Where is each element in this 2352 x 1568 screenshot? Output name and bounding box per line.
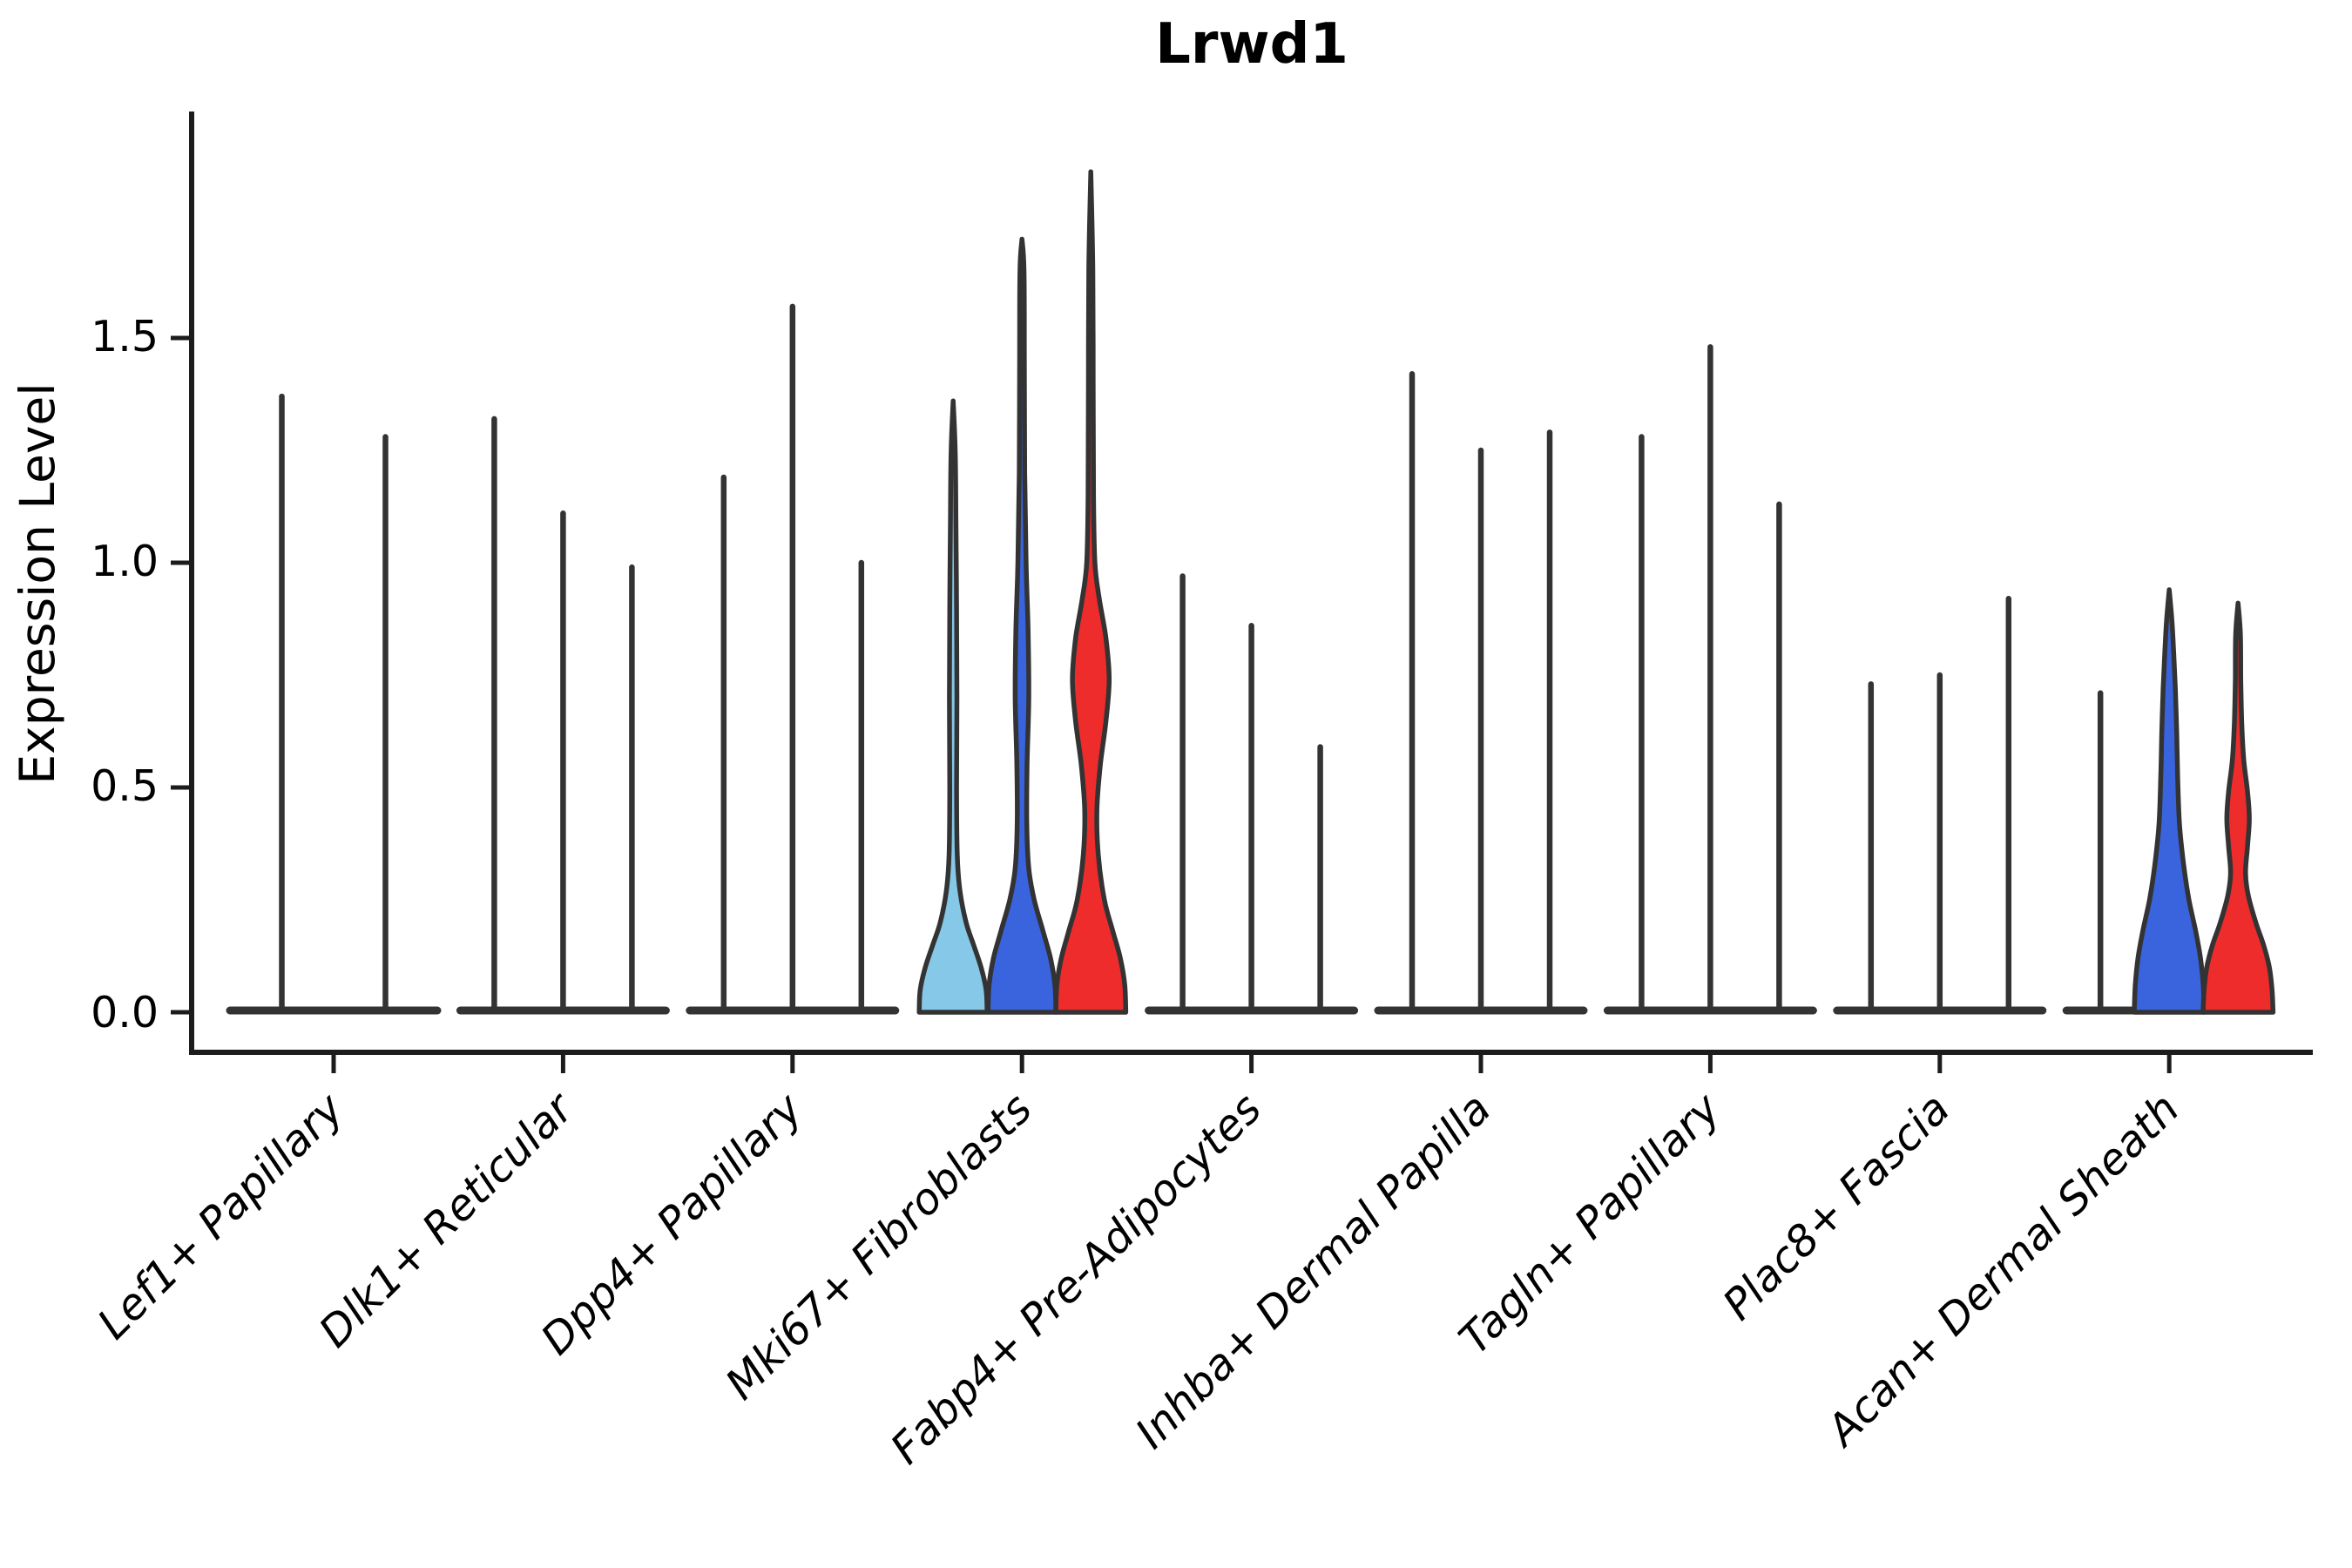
x-tick-label: Dlk1+ Reticular — [309, 1082, 584, 1356]
y-axis-ticks — [171, 335, 192, 1015]
violin-body — [2200, 600, 2276, 1015]
x-tick-label: Plac8+ Fascia — [1713, 1084, 1959, 1329]
violin-body — [916, 398, 990, 1015]
y-tick-label: 0.0 — [91, 988, 159, 1037]
y-tick-label: 1.5 — [91, 312, 159, 362]
y-tick-label: 1.0 — [91, 537, 159, 586]
x-axis-ticks — [331, 1052, 2172, 1073]
violins-layer — [226, 169, 2276, 1015]
violin-body — [1053, 169, 1129, 1015]
x-tick-label: Fabp4+ Pre-Adipocytes — [882, 1084, 1272, 1474]
y-tick-label: 0.5 — [91, 761, 159, 811]
x-tick-label: Lef1+ Papillary — [88, 1083, 354, 1348]
chart-title: Lrwd1 — [1155, 12, 1348, 77]
y-axis-label: Expression Level — [10, 382, 65, 784]
violin-body — [2132, 587, 2207, 1015]
violin-body — [985, 236, 1058, 1015]
